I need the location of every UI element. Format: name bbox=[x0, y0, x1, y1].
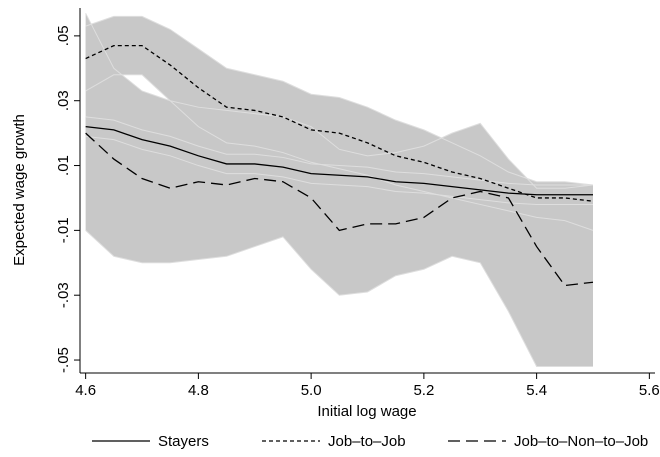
band-edge bbox=[85, 230, 593, 368]
band-edge bbox=[85, 135, 593, 205]
x-tick-label: 5.2 bbox=[413, 382, 434, 399]
lines bbox=[85, 44, 594, 287]
confidence-band bbox=[85, 13, 593, 367]
series-line bbox=[85, 125, 593, 196]
series-line bbox=[85, 132, 594, 287]
legend-label: Stayers bbox=[158, 433, 209, 450]
x-tick-label: 4.8 bbox=[188, 382, 209, 399]
y-tick-label: .03 bbox=[55, 90, 72, 111]
legend-label: Job–to–Job bbox=[328, 433, 406, 450]
series-line bbox=[85, 44, 594, 202]
band-edge bbox=[85, 15, 594, 186]
x-tick-label: 4.6 bbox=[75, 382, 96, 399]
y-tick-label: .01 bbox=[55, 155, 72, 176]
y-tick-label: -.03 bbox=[55, 282, 72, 308]
y-tick-label: -.05 bbox=[55, 347, 72, 373]
x-tick-label: 5.6 bbox=[639, 382, 660, 399]
band-edge bbox=[85, 12, 594, 189]
x-tick-label: 5.4 bbox=[526, 382, 547, 399]
y-axis-label: Expected wage growth bbox=[11, 114, 28, 266]
axes: .05 .03 .01 -.01 -.03 -.054.6 4.8 5.0 5.2 5.4 5.6 bbox=[55, 8, 660, 399]
y-tick-label: -.01 bbox=[55, 217, 72, 243]
y-tick-label: .05 bbox=[55, 25, 72, 46]
x-tick-label: 5.0 bbox=[301, 382, 322, 399]
bands bbox=[85, 12, 594, 368]
x-axis-label: Initial log wage bbox=[317, 403, 416, 420]
legend-label: Job–to–Non–to–Job bbox=[514, 433, 648, 450]
band-edge bbox=[85, 116, 593, 186]
legend: Stayers Job–to–Job Job–to–Non–to–Job bbox=[92, 433, 648, 450]
